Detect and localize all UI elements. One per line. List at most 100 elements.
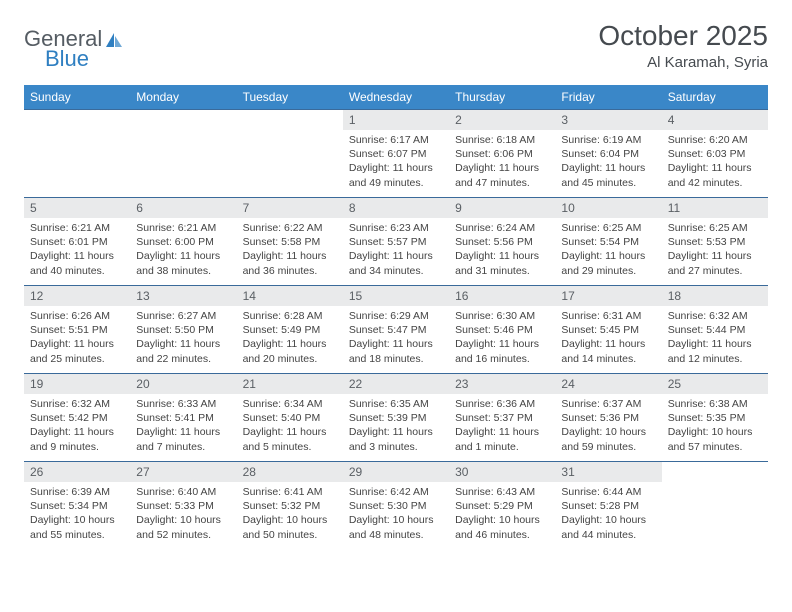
calendar-cell: 10Sunrise: 6:25 AMSunset: 5:54 PMDayligh…	[555, 198, 661, 286]
calendar-cell: 7Sunrise: 6:22 AMSunset: 5:58 PMDaylight…	[237, 198, 343, 286]
day-info: Sunrise: 6:25 AMSunset: 5:53 PMDaylight:…	[662, 218, 768, 282]
day-number: 21	[237, 374, 343, 394]
day-number: 6	[130, 198, 236, 218]
location: Al Karamah, Syria	[598, 54, 768, 71]
header-row: SundayMondayTuesdayWednesdayThursdayFrid…	[24, 85, 768, 110]
day-number: 10	[555, 198, 661, 218]
calendar-row: 5Sunrise: 6:21 AMSunset: 6:01 PMDaylight…	[24, 198, 768, 286]
day-info: Sunrise: 6:35 AMSunset: 5:39 PMDaylight:…	[343, 394, 449, 458]
calendar-cell: 21Sunrise: 6:34 AMSunset: 5:40 PMDayligh…	[237, 374, 343, 462]
calendar-cell: 13Sunrise: 6:27 AMSunset: 5:50 PMDayligh…	[130, 286, 236, 374]
calendar-row: 26Sunrise: 6:39 AMSunset: 5:34 PMDayligh…	[24, 462, 768, 550]
day-info: Sunrise: 6:24 AMSunset: 5:56 PMDaylight:…	[449, 218, 555, 282]
day-info: Sunrise: 6:20 AMSunset: 6:03 PMDaylight:…	[662, 130, 768, 194]
calendar-cell: 11Sunrise: 6:25 AMSunset: 5:53 PMDayligh…	[662, 198, 768, 286]
calendar-cell: 12Sunrise: 6:26 AMSunset: 5:51 PMDayligh…	[24, 286, 130, 374]
day-info: Sunrise: 6:21 AMSunset: 6:01 PMDaylight:…	[24, 218, 130, 282]
day-info: Sunrise: 6:32 AMSunset: 5:42 PMDaylight:…	[24, 394, 130, 458]
calendar-cell: 3Sunrise: 6:19 AMSunset: 6:04 PMDaylight…	[555, 110, 661, 198]
day-number: 28	[237, 462, 343, 482]
month-title: October 2025	[598, 20, 768, 52]
day-info: Sunrise: 6:21 AMSunset: 6:00 PMDaylight:…	[130, 218, 236, 282]
calendar-row: 19Sunrise: 6:32 AMSunset: 5:42 PMDayligh…	[24, 374, 768, 462]
day-info: Sunrise: 6:25 AMSunset: 5:54 PMDaylight:…	[555, 218, 661, 282]
day-info: Sunrise: 6:22 AMSunset: 5:58 PMDaylight:…	[237, 218, 343, 282]
day-info: Sunrise: 6:36 AMSunset: 5:37 PMDaylight:…	[449, 394, 555, 458]
day-info: Sunrise: 6:27 AMSunset: 5:50 PMDaylight:…	[130, 306, 236, 370]
calendar-cell: 16Sunrise: 6:30 AMSunset: 5:46 PMDayligh…	[449, 286, 555, 374]
header: General October 2025 Al Karamah, Syria	[24, 20, 768, 71]
calendar-cell: 5Sunrise: 6:21 AMSunset: 6:01 PMDaylight…	[24, 198, 130, 286]
calendar-cell	[130, 110, 236, 198]
day-number: 26	[24, 462, 130, 482]
day-info: Sunrise: 6:18 AMSunset: 6:06 PMDaylight:…	[449, 130, 555, 194]
day-number: 2	[449, 110, 555, 130]
day-info: Sunrise: 6:38 AMSunset: 5:35 PMDaylight:…	[662, 394, 768, 458]
calendar-cell: 31Sunrise: 6:44 AMSunset: 5:28 PMDayligh…	[555, 462, 661, 550]
calendar-cell: 26Sunrise: 6:39 AMSunset: 5:34 PMDayligh…	[24, 462, 130, 550]
day-number: 5	[24, 198, 130, 218]
calendar-row: 12Sunrise: 6:26 AMSunset: 5:51 PMDayligh…	[24, 286, 768, 374]
day-info: Sunrise: 6:23 AMSunset: 5:57 PMDaylight:…	[343, 218, 449, 282]
day-number: 15	[343, 286, 449, 306]
day-number: 7	[237, 198, 343, 218]
calendar-cell: 14Sunrise: 6:28 AMSunset: 5:49 PMDayligh…	[237, 286, 343, 374]
calendar-cell: 17Sunrise: 6:31 AMSunset: 5:45 PMDayligh…	[555, 286, 661, 374]
day-number: 8	[343, 198, 449, 218]
day-header: Wednesday	[343, 85, 449, 110]
calendar-cell: 30Sunrise: 6:43 AMSunset: 5:29 PMDayligh…	[449, 462, 555, 550]
day-number: 27	[130, 462, 236, 482]
logo-text-blue: Blue	[45, 46, 89, 71]
calendar-cell: 23Sunrise: 6:36 AMSunset: 5:37 PMDayligh…	[449, 374, 555, 462]
day-number: 24	[555, 374, 661, 394]
day-number: 11	[662, 198, 768, 218]
day-number: 18	[662, 286, 768, 306]
day-header: Tuesday	[237, 85, 343, 110]
calendar-cell: 25Sunrise: 6:38 AMSunset: 5:35 PMDayligh…	[662, 374, 768, 462]
day-info: Sunrise: 6:19 AMSunset: 6:04 PMDaylight:…	[555, 130, 661, 194]
day-info: Sunrise: 6:30 AMSunset: 5:46 PMDaylight:…	[449, 306, 555, 370]
calendar-cell: 15Sunrise: 6:29 AMSunset: 5:47 PMDayligh…	[343, 286, 449, 374]
day-info: Sunrise: 6:37 AMSunset: 5:36 PMDaylight:…	[555, 394, 661, 458]
day-number: 4	[662, 110, 768, 130]
calendar-cell: 24Sunrise: 6:37 AMSunset: 5:36 PMDayligh…	[555, 374, 661, 462]
calendar-cell	[237, 110, 343, 198]
calendar-cell: 6Sunrise: 6:21 AMSunset: 6:00 PMDaylight…	[130, 198, 236, 286]
calendar-row: 1Sunrise: 6:17 AMSunset: 6:07 PMDaylight…	[24, 110, 768, 198]
day-number: 23	[449, 374, 555, 394]
day-number: 17	[555, 286, 661, 306]
day-number: 12	[24, 286, 130, 306]
day-info: Sunrise: 6:44 AMSunset: 5:28 PMDaylight:…	[555, 482, 661, 546]
calendar-cell: 18Sunrise: 6:32 AMSunset: 5:44 PMDayligh…	[662, 286, 768, 374]
day-header: Thursday	[449, 85, 555, 110]
calendar-cell: 28Sunrise: 6:41 AMSunset: 5:32 PMDayligh…	[237, 462, 343, 550]
calendar-cell: 19Sunrise: 6:32 AMSunset: 5:42 PMDayligh…	[24, 374, 130, 462]
calendar-cell: 27Sunrise: 6:40 AMSunset: 5:33 PMDayligh…	[130, 462, 236, 550]
day-info: Sunrise: 6:26 AMSunset: 5:51 PMDaylight:…	[24, 306, 130, 370]
day-info: Sunrise: 6:34 AMSunset: 5:40 PMDaylight:…	[237, 394, 343, 458]
calendar-cell: 20Sunrise: 6:33 AMSunset: 5:41 PMDayligh…	[130, 374, 236, 462]
day-info: Sunrise: 6:40 AMSunset: 5:33 PMDaylight:…	[130, 482, 236, 546]
day-number: 20	[130, 374, 236, 394]
calendar-cell	[24, 110, 130, 198]
calendar-cell: 8Sunrise: 6:23 AMSunset: 5:57 PMDaylight…	[343, 198, 449, 286]
calendar-body: 1Sunrise: 6:17 AMSunset: 6:07 PMDaylight…	[24, 110, 768, 550]
day-number: 16	[449, 286, 555, 306]
day-number: 30	[449, 462, 555, 482]
day-info: Sunrise: 6:43 AMSunset: 5:29 PMDaylight:…	[449, 482, 555, 546]
day-header: Sunday	[24, 85, 130, 110]
day-header: Friday	[555, 85, 661, 110]
calendar-cell: 1Sunrise: 6:17 AMSunset: 6:07 PMDaylight…	[343, 110, 449, 198]
day-number: 1	[343, 110, 449, 130]
sail-icon	[104, 31, 124, 49]
calendar-cell: 2Sunrise: 6:18 AMSunset: 6:06 PMDaylight…	[449, 110, 555, 198]
day-info: Sunrise: 6:32 AMSunset: 5:44 PMDaylight:…	[662, 306, 768, 370]
calendar-table: SundayMondayTuesdayWednesdayThursdayFrid…	[24, 85, 768, 550]
title-block: October 2025 Al Karamah, Syria	[598, 20, 768, 71]
day-number: 31	[555, 462, 661, 482]
day-number: 22	[343, 374, 449, 394]
day-number: 14	[237, 286, 343, 306]
day-number: 19	[24, 374, 130, 394]
day-info: Sunrise: 6:41 AMSunset: 5:32 PMDaylight:…	[237, 482, 343, 546]
day-info: Sunrise: 6:29 AMSunset: 5:47 PMDaylight:…	[343, 306, 449, 370]
